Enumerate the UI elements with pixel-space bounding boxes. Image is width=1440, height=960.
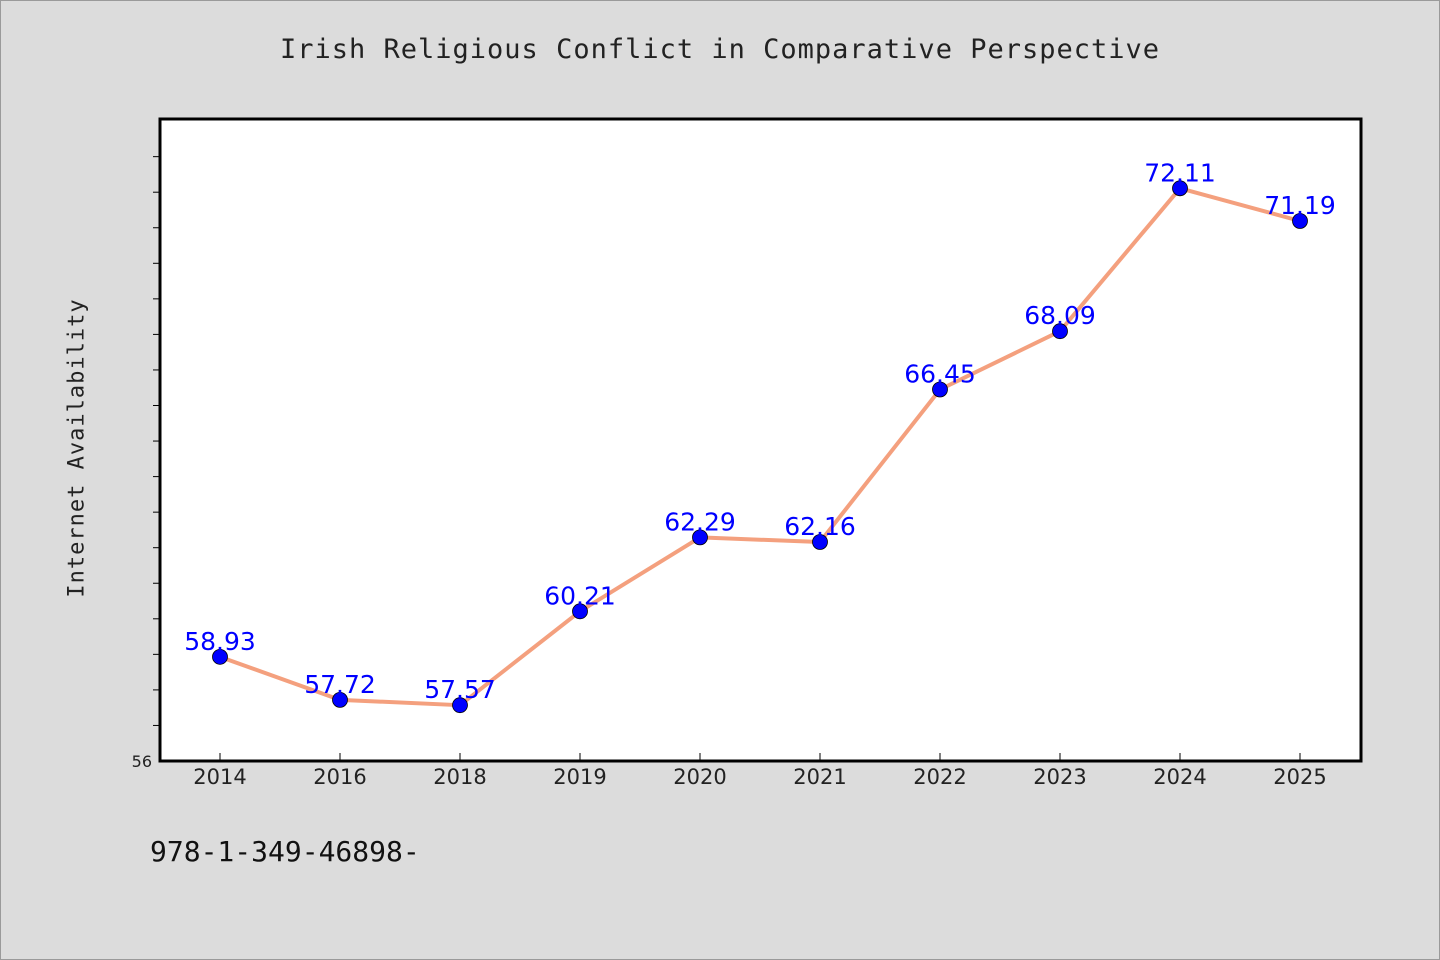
data-point: [692, 529, 708, 546]
data-label: 57.57: [424, 675, 496, 704]
plot-area: [158, 117, 1363, 763]
data-point: [212, 648, 228, 665]
y-tick-label: 56: [132, 752, 152, 771]
chart-title: Irish Religious Conflict in Comparative …: [279, 34, 1161, 65]
data-label: 62.16: [784, 512, 856, 541]
y-axis-ticks: 56: [132, 156, 160, 771]
x-tick-label: 2018: [433, 765, 486, 789]
x-tick-label: 2014: [193, 765, 246, 789]
data-label: 68.09: [1024, 301, 1096, 330]
x-tick-label: 2016: [313, 765, 366, 789]
data-label: 57.72: [304, 670, 376, 699]
data-label: 58.93: [184, 627, 256, 656]
series-group: 58.93 57.72 57.57 60.21 62.29 62.16 66.45 68.09…: [184, 158, 1336, 714]
data-point: [452, 697, 468, 714]
data-point: [1172, 180, 1188, 197]
data-label: 71.19: [1264, 191, 1336, 220]
data-point: [932, 381, 948, 398]
x-tick-label: 2025: [1273, 765, 1326, 789]
isbn-text: 978-1-349-46898-: [150, 835, 420, 868]
x-axis-ticks: 2014 2016 2018 2019 2020 2021 2022 2023 2024 2025: [193, 753, 1327, 789]
data-point: [572, 603, 588, 620]
x-tick-label: 2024: [1153, 765, 1206, 789]
x-tick-label: 2021: [793, 765, 846, 789]
data-point: [332, 691, 348, 708]
data-point: [1052, 323, 1068, 340]
x-tick-label: 2022: [913, 765, 966, 789]
data-label: 66.45: [904, 360, 976, 389]
data-point: [1292, 213, 1308, 229]
data-point: [812, 534, 828, 550]
x-tick-label: 2023: [1033, 765, 1086, 789]
data-label: 72.11: [1144, 158, 1216, 187]
series-line: [219, 186, 1301, 708]
x-tick-label: 2020: [673, 765, 726, 789]
data-label: 62.29: [664, 507, 736, 536]
x-tick-label: 2019: [553, 765, 606, 789]
data-label: 60.21: [544, 581, 616, 610]
